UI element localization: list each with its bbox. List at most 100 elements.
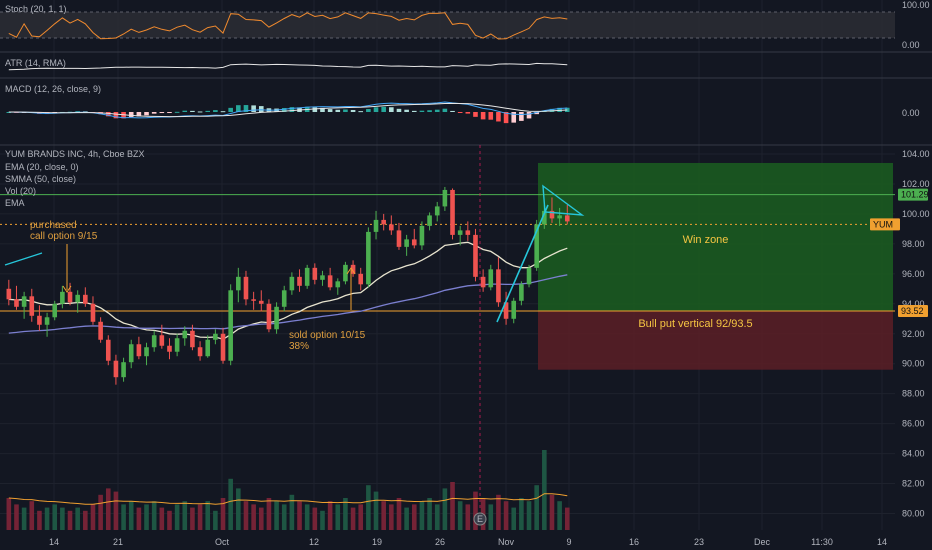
candle-body bbox=[557, 215, 562, 219]
volume-bar bbox=[503, 501, 509, 530]
volume-bar bbox=[29, 501, 35, 530]
candle bbox=[236, 267, 241, 303]
candle bbox=[381, 213, 386, 231]
volume-bar bbox=[289, 494, 295, 530]
zone-1 bbox=[538, 310, 893, 370]
volume-bar bbox=[190, 507, 195, 530]
annotation-purchased: purchased call option 9/15 bbox=[30, 220, 98, 242]
volume-bar bbox=[564, 507, 570, 530]
earnings-marker bbox=[473, 512, 487, 526]
candle-body bbox=[258, 300, 264, 304]
candle-body bbox=[289, 276, 295, 291]
candle-body bbox=[419, 225, 425, 246]
candle bbox=[44, 312, 50, 337]
macd-hist-bar bbox=[236, 105, 241, 112]
macd-tick-0: 0.00 bbox=[902, 108, 920, 118]
candle-body bbox=[128, 344, 134, 363]
time-tick-5: 26 bbox=[435, 537, 445, 547]
stoch-tick-100: 100.00 bbox=[902, 0, 930, 10]
volume-bar bbox=[557, 501, 562, 530]
volume-bar bbox=[343, 498, 348, 530]
macd-hist-bar bbox=[159, 112, 165, 114]
volume-bar bbox=[396, 498, 402, 530]
candle-body bbox=[21, 296, 27, 307]
volume-bar bbox=[419, 501, 425, 530]
price-tick-2: 100.00 bbox=[902, 209, 930, 219]
annotation-sold: sold option 10/15 38% bbox=[289, 330, 366, 352]
macd-hist-bar bbox=[427, 110, 432, 112]
candle-body bbox=[304, 267, 310, 286]
candle bbox=[21, 291, 27, 319]
price-tags: 101.29 93.52 YUM bbox=[870, 188, 929, 317]
candle bbox=[29, 288, 35, 322]
volume-bar bbox=[37, 510, 42, 530]
volume-bar bbox=[258, 507, 264, 530]
macd-hist-bar bbox=[480, 112, 486, 120]
volume-bar bbox=[243, 501, 249, 530]
volume-bar bbox=[90, 504, 96, 530]
volume-bar bbox=[457, 501, 463, 530]
candle bbox=[159, 324, 165, 349]
time-tick-12: 14 bbox=[877, 537, 887, 547]
candle-body bbox=[457, 230, 463, 235]
macd-hist-bar bbox=[450, 110, 455, 112]
candle-body bbox=[526, 267, 532, 285]
candles bbox=[6, 186, 570, 385]
candle bbox=[503, 291, 509, 325]
price-tick-5: 94.00 bbox=[902, 299, 925, 309]
volume-bar bbox=[21, 507, 27, 530]
time-tick-2: Oct bbox=[215, 537, 230, 547]
volume-bar bbox=[213, 510, 218, 530]
candle-body bbox=[381, 219, 386, 225]
price-axis: 104.00 102.00 100.00 98.00 96.00 94.00 92.00 90… bbox=[902, 149, 930, 519]
volume-bar bbox=[197, 504, 203, 530]
candle-body bbox=[105, 339, 111, 361]
candle bbox=[396, 222, 402, 250]
volume-bar bbox=[335, 504, 341, 530]
macd-hist-bar bbox=[174, 111, 180, 113]
candle bbox=[358, 267, 364, 291]
volume-bar bbox=[174, 504, 180, 530]
macd-hist-bar bbox=[213, 110, 218, 112]
macd-hist-bar bbox=[167, 112, 172, 113]
macd-hist-bar bbox=[113, 112, 119, 119]
macd-hist-bar bbox=[473, 112, 478, 117]
macd-hist-bar bbox=[136, 112, 142, 117]
candle bbox=[473, 228, 478, 282]
macd-hist-bar bbox=[335, 109, 341, 112]
candle bbox=[182, 326, 188, 346]
volume-bar bbox=[167, 510, 172, 530]
candle bbox=[450, 188, 455, 240]
price-tick-7: 90.00 bbox=[902, 359, 925, 369]
volume-bar bbox=[44, 507, 50, 530]
volume-bar bbox=[434, 504, 440, 530]
resistance-tag-bg bbox=[898, 188, 928, 201]
macd-hist-bar bbox=[526, 112, 532, 119]
macd-hist-bar bbox=[320, 107, 325, 112]
support-tag: 93.52 bbox=[901, 306, 924, 316]
stoch-line bbox=[8, 12, 568, 40]
volume-bar bbox=[67, 510, 73, 530]
time-tick-7: 9 bbox=[566, 537, 571, 547]
price-levels bbox=[0, 194, 895, 312]
candle-body bbox=[549, 210, 555, 219]
candle-body bbox=[52, 303, 58, 318]
trade-zones: Win zone Bull put vertical 92/93.5 bbox=[538, 162, 893, 370]
macd-hist-bar bbox=[381, 106, 386, 112]
candle-body bbox=[327, 275, 333, 288]
candle bbox=[534, 219, 539, 271]
macd-hist-bar bbox=[366, 109, 371, 112]
candle bbox=[350, 260, 356, 277]
candle bbox=[457, 225, 463, 246]
candle bbox=[75, 290, 80, 313]
candle-body bbox=[434, 206, 440, 216]
macd-hist-bar bbox=[350, 110, 356, 112]
volume-bar bbox=[358, 504, 364, 530]
volume-bar bbox=[75, 507, 80, 530]
zone-0 bbox=[538, 162, 893, 311]
indicator-ema: EMA (20, close, 0) bbox=[5, 162, 79, 172]
time-tick-10: Dec bbox=[754, 537, 771, 547]
candle bbox=[320, 270, 325, 286]
candle bbox=[297, 269, 302, 292]
candle bbox=[419, 221, 425, 250]
